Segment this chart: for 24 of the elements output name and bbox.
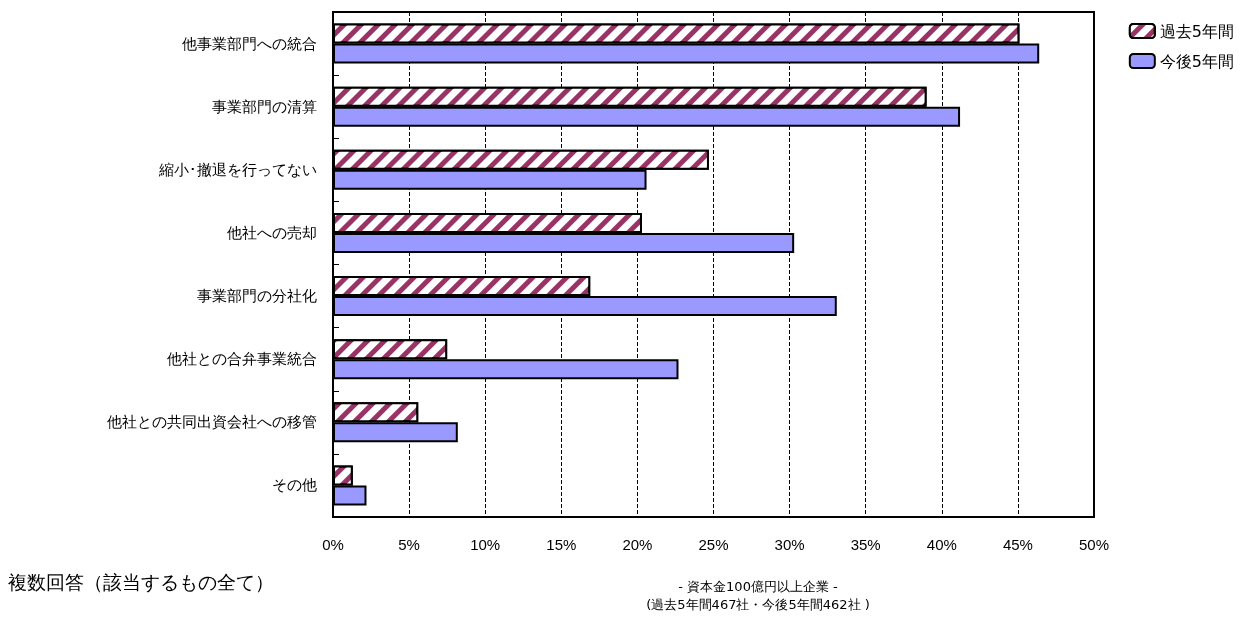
y-tick-label: 他社への売却	[227, 223, 317, 242]
x-tick-label: 25%	[698, 536, 729, 553]
y-tick-label: 事業部門の分社化	[197, 287, 317, 306]
x-tick-label: 30%	[774, 536, 805, 553]
y-tick-label: その他	[272, 476, 317, 495]
text: (過去5年間467社・今後5年間462社 )	[646, 597, 870, 612]
x-tick-label: 15%	[546, 536, 577, 553]
x-tick-label: 40%	[926, 536, 957, 553]
legend-label: 今後5年間	[1159, 51, 1235, 71]
x-tick-label: 35%	[850, 536, 881, 553]
x-tick-label: 50%	[1078, 536, 1110, 553]
x-tick-label: 10%	[470, 536, 501, 553]
x-tick-label: 45%	[1002, 536, 1033, 553]
y-tick-label: 事業部門の清算	[212, 97, 317, 116]
text: - 資本金100億円以上企業 -	[678, 579, 839, 594]
x-tick-label: 20%	[622, 536, 653, 553]
y-tick-label: 他社との共同出資会社への移管	[107, 413, 317, 432]
x-tick-label: 0%	[322, 536, 344, 553]
y-tick-label: 他事業部門への統合	[182, 34, 317, 53]
y-tick-label: 縮小･撤退を行ってない	[158, 160, 317, 179]
text: 複数回答（該当するもの全て）	[8, 570, 274, 593]
x-tick-label: 5%	[398, 536, 420, 553]
y-tick-label: 他社との合弁事業統合	[167, 350, 317, 369]
legend-label: 過去5年間	[1159, 21, 1235, 41]
